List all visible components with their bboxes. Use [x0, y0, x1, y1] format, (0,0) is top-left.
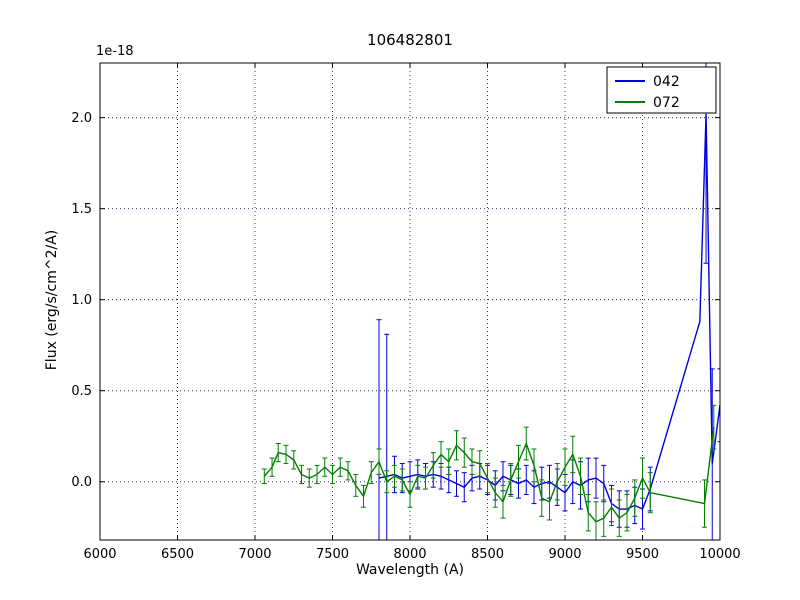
x-tick-label: 8000 [393, 547, 426, 562]
legend-box [606, 66, 717, 114]
x-tick-label: 9500 [626, 547, 659, 562]
x-tick-label: 10000 [699, 547, 740, 562]
x-tick-label: 8500 [471, 547, 504, 562]
legend-label-072: 072 [653, 95, 680, 111]
y-tick-label: 1.0 [71, 293, 92, 308]
chart-title: 106482801 [367, 31, 453, 49]
y-axis-offset-label: 1e-18 [96, 44, 134, 59]
x-tick-label: 6000 [83, 547, 116, 562]
y-tick-label: 2.0 [71, 111, 92, 126]
series-line-042 [378, 113, 720, 511]
series-line-072 [263, 427, 715, 523]
legend-label-042: 042 [653, 74, 680, 90]
y-tick-label: 0.5 [71, 384, 92, 399]
y-tick-label: 0.0 [71, 475, 92, 490]
x-axis-label: Wavelength (A) [355, 562, 464, 578]
x-tick-label: 9000 [548, 547, 581, 562]
x-tick-label: 7000 [238, 547, 271, 562]
x-tick-label: 6500 [161, 547, 194, 562]
y-axis-label: Flux (erg/s/cm^2/A) [44, 229, 60, 371]
x-tick-label: 7500 [316, 547, 349, 562]
y-tick-label: 1.5 [71, 202, 92, 217]
